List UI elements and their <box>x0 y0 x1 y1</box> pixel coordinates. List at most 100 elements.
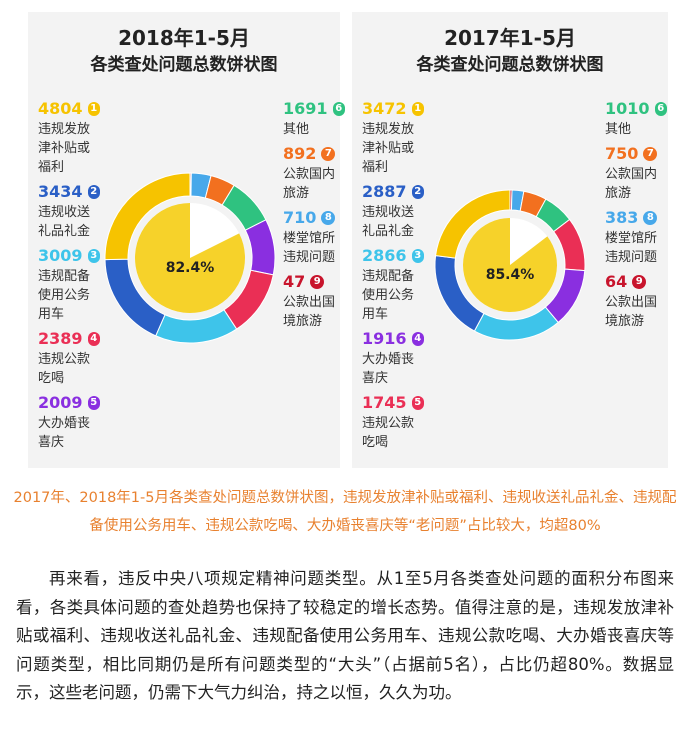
legend-value: 3009 <box>38 246 83 265</box>
chart-panel: 82.4% 2018年1-5月 各类查处问题总数饼状图 4804 1 违规发放津补贴或福利… <box>28 12 345 468</box>
legend-item: 2887 2 违规收送礼品礼金 <box>362 181 424 241</box>
legend-value: 2887 <box>362 182 407 201</box>
rank-badge: 9 <box>632 275 647 289</box>
inner-share <box>134 203 245 313</box>
legend-value-row: 3009 3 <box>38 245 100 267</box>
legend-item: 3472 1 违规发放津补贴或福利 <box>362 98 424 177</box>
legend-label: 违规公款吃喝 <box>38 352 91 386</box>
legend-item: 4804 1 违规发放津补贴或福利 <box>38 98 100 177</box>
legend-value-row: 383 8 <box>605 207 667 229</box>
legend-value-row: 1010 6 <box>605 98 667 120</box>
rank-badge: 6 <box>654 102 667 116</box>
rank-badge: 8 <box>321 211 336 225</box>
legend-right: 1010 6 其他 750 7 公款国内旅游 383 8 楼堂馆所违规问题 64 9 公款出国境旅游 <box>605 98 667 331</box>
rank-badge: 7 <box>643 147 658 161</box>
legend-value: 750 <box>605 144 639 163</box>
chart-title: 2017年1-5月 <box>444 26 576 50</box>
legend-label: 违规发放津补贴或福利 <box>362 122 415 175</box>
legend-value: 1745 <box>362 393 407 412</box>
rank-badge: 4 <box>87 332 100 346</box>
inner-share <box>463 218 557 312</box>
rank-badge: 9 <box>310 275 325 289</box>
legend-value-row: 3472 1 <box>362 98 424 120</box>
legend-label: 楼堂馆所违规问题 <box>283 231 336 265</box>
legend-item: 750 7 公款国内旅游 <box>605 143 667 203</box>
legend-item: 892 7 公款国内旅游 <box>283 143 345 203</box>
legend-value: 383 <box>605 208 639 227</box>
legend-value-row: 2009 5 <box>38 392 100 414</box>
legend-label: 大办婚丧喜庆 <box>38 416 91 450</box>
caption: 2017年、2018年1-5月各类查处问题总数饼状图，违规发放津补贴或福利、违规… <box>13 490 677 534</box>
legend-value-row: 1745 5 <box>362 392 424 414</box>
legend-value: 47 <box>283 272 306 291</box>
legend-value: 3472 <box>362 99 407 118</box>
legend-value-row: 750 7 <box>605 143 667 165</box>
legend-label: 公款出国境旅游 <box>283 295 336 329</box>
legend-value-row: 710 8 <box>283 207 345 229</box>
center-label: 82.4% <box>166 260 215 276</box>
chart-title: 2018年1-5月 <box>118 26 250 50</box>
legend-item: 710 8 楼堂馆所违规问题 <box>283 207 345 267</box>
legend-value: 1010 <box>605 99 650 118</box>
legend-value-row: 64 9 <box>605 271 667 293</box>
legend-value: 64 <box>605 272 628 291</box>
legend-value-row: 3434 2 <box>38 181 100 203</box>
rank-badge: 6 <box>332 102 345 116</box>
donut-slice <box>104 172 191 261</box>
legend-value-row: 2389 4 <box>38 328 100 350</box>
rank-badge: 3 <box>411 249 424 263</box>
legend-label: 楼堂馆所违规问题 <box>605 231 658 265</box>
rank-badge: 2 <box>411 185 424 199</box>
legend-item: 64 9 公款出国境旅游 <box>605 271 667 331</box>
legend-label: 大办婚丧喜庆 <box>362 352 415 386</box>
rank-badge: 8 <box>643 211 658 225</box>
legend-value: 1691 <box>283 99 328 118</box>
legend-value: 892 <box>283 144 317 163</box>
legend-label: 公款国内旅游 <box>283 167 336 201</box>
legend-item: 2389 4 违规公款吃喝 <box>38 328 100 388</box>
legend-value-row: 2887 2 <box>362 181 424 203</box>
rank-badge: 3 <box>87 249 100 263</box>
legend-label: 违规收送礼品礼金 <box>38 205 91 239</box>
chart-subtitle: 各类查处问题总数饼状图 <box>416 55 604 75</box>
legend-item: 2866 3 违规配备使用公务用车 <box>362 245 424 324</box>
legend-value: 2009 <box>38 393 83 412</box>
legend-value-row: 892 7 <box>283 143 345 165</box>
center-label: 85.4% <box>486 267 535 283</box>
rank-badge: 1 <box>87 102 100 116</box>
legend-label: 违规配备使用公务用车 <box>362 269 415 322</box>
legend-item: 383 8 楼堂馆所违规问题 <box>605 207 667 267</box>
legend-label: 公款出国境旅游 <box>605 295 658 329</box>
legend-item: 47 9 公款出国境旅游 <box>283 271 345 331</box>
legend-label: 违规收送礼品礼金 <box>362 205 415 239</box>
legend-item: 1691 6 其他 <box>283 98 345 139</box>
rank-badge: 2 <box>87 185 100 199</box>
donut-slice <box>244 219 276 276</box>
donut-slice <box>435 189 511 259</box>
chart-panel: 85.4% 2017年1-5月 各类查处问题总数饼状图 3472 1 违规发放津补贴或福利… <box>352 12 668 468</box>
donut-slice <box>155 309 238 344</box>
legend-label: 违规发放津补贴或福利 <box>38 122 91 175</box>
donut-chart: 82.4% <box>104 172 276 344</box>
legend-label: 其他 <box>605 122 632 137</box>
rank-badge: 1 <box>411 102 424 116</box>
legend-label: 违规公款吃喝 <box>362 416 415 450</box>
body-text: 再来看，违反中央八项规定精神问题类型。从1至5月各类查处问题的面积分布图来看，各… <box>16 569 674 702</box>
legend-value-row: 1691 6 <box>283 98 345 120</box>
legend-value: 710 <box>283 208 317 227</box>
rank-badge: 7 <box>321 147 336 161</box>
legend-value: 3434 <box>38 182 83 201</box>
legend-label: 公款国内旅游 <box>605 167 658 201</box>
legend-value-row: 2866 3 <box>362 245 424 267</box>
legend-value: 1916 <box>362 329 407 348</box>
legend-left: 4804 1 违规发放津补贴或福利 3434 2 违规收送礼品礼金 3009 3 违规配备使用公… <box>38 98 100 452</box>
rank-badge: 5 <box>411 396 424 410</box>
legend-right: 1691 6 其他 892 7 公款国内旅游 710 8 楼堂馆所违规问题 47 9 公款出国境旅游 <box>283 98 345 331</box>
legend-item: 1916 4 大办婚丧喜庆 <box>362 328 424 388</box>
legend-value: 2866 <box>362 246 407 265</box>
legend-label: 违规配备使用公务用车 <box>38 269 91 322</box>
legend-left: 3472 1 违规发放津补贴或福利 2887 2 违规收送礼品礼金 2866 3 违规配备使用公… <box>362 98 424 452</box>
rank-badge: 4 <box>411 332 424 346</box>
legend-item: 1010 6 其他 <box>605 98 667 139</box>
